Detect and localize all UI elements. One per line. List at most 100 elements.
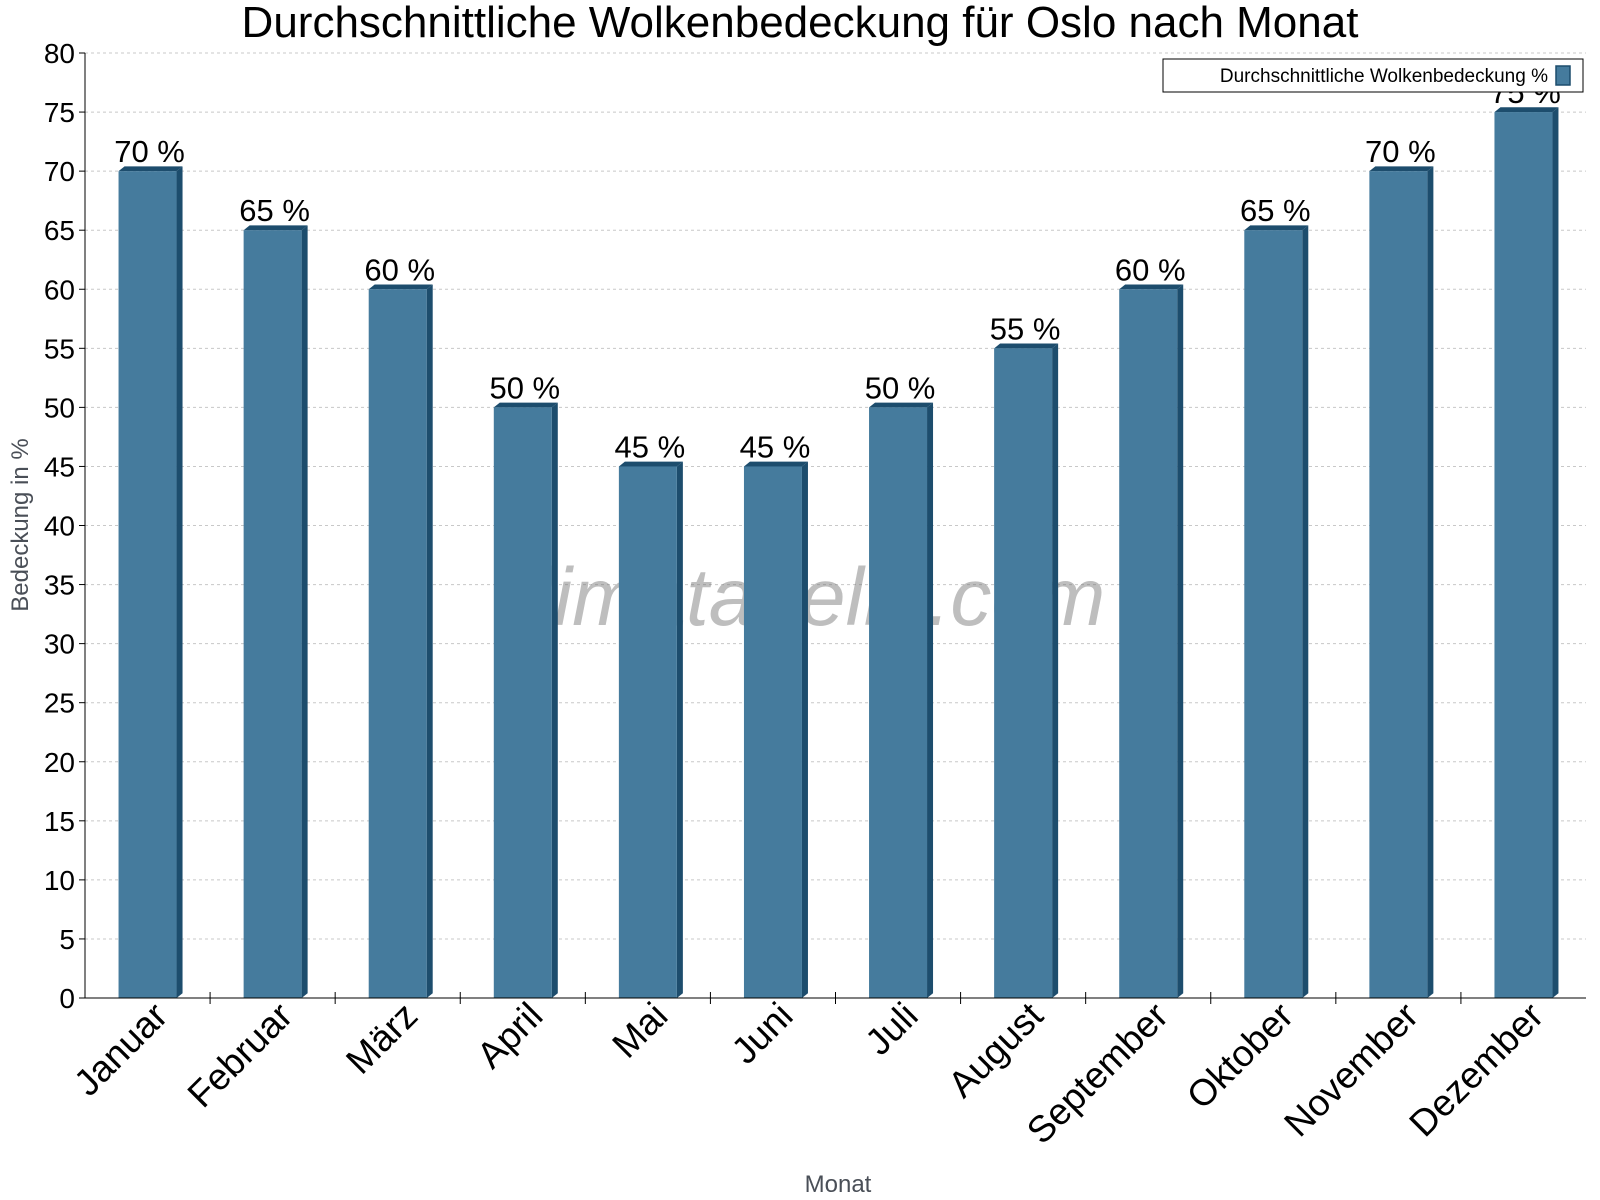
y-tick-label: 55: [44, 333, 75, 364]
bar-side: [1552, 107, 1559, 998]
bar-top: [118, 166, 183, 172]
bar-side: [1177, 284, 1184, 998]
legend-label: Durchschnittliche Wolkenbedeckung %: [1220, 66, 1548, 87]
data-label: 60 %: [364, 252, 435, 287]
bar-front: [618, 466, 677, 998]
x-tick-label: Februar: [180, 995, 301, 1116]
bar-side: [1302, 225, 1309, 998]
y-tick-label: 40: [44, 511, 75, 542]
legend-swatch: [1555, 65, 1571, 86]
y-tick-label: 10: [44, 865, 75, 896]
bar-top: [243, 225, 308, 231]
bar-side: [927, 402, 934, 998]
bar-top: [1494, 107, 1559, 113]
bar-top: [493, 402, 558, 408]
legend: Durchschnittliche Wolkenbedeckung %: [1162, 58, 1584, 93]
bar-top: [994, 343, 1059, 349]
bar-9: [1119, 284, 1184, 998]
y-tick-label: 20: [44, 747, 75, 778]
data-label: 65 %: [1240, 193, 1311, 228]
y-tick-label: 50: [44, 392, 75, 423]
y-tick-label: 5: [59, 924, 75, 955]
y-tick-label: 30: [44, 629, 75, 660]
data-label: 45 %: [740, 429, 811, 464]
bar-11: [1369, 166, 1434, 998]
x-tick-label: August: [940, 994, 1051, 1105]
bar-front: [743, 466, 802, 998]
bar-4: [493, 402, 558, 998]
bar-side: [801, 461, 808, 998]
data-label: 60 %: [1115, 252, 1186, 287]
bar-side: [1427, 166, 1434, 998]
bar-2: [243, 225, 308, 998]
bar-front: [1369, 171, 1428, 998]
bar-top: [1119, 284, 1184, 290]
bar-top: [1369, 166, 1434, 172]
bar-front: [1119, 289, 1178, 998]
y-tick-label: 70: [44, 156, 75, 187]
bar-top: [618, 461, 683, 467]
x-tick-label: Mai: [604, 995, 675, 1066]
axes-group: [79, 52, 1586, 1004]
bar-side: [1052, 343, 1059, 998]
y-tick-label: 60: [44, 274, 75, 305]
y-tick-label: 35: [44, 570, 75, 601]
bar-front: [869, 407, 928, 998]
bar-top: [869, 402, 934, 408]
grid-lines: [85, 52, 1586, 940]
y-tick-label: 80: [44, 38, 75, 69]
bar-front: [243, 230, 302, 998]
bar-6: [743, 461, 808, 998]
bar-top: [368, 284, 433, 290]
bar-front: [368, 289, 427, 998]
bar-7: [869, 402, 934, 998]
bar-3: [368, 284, 433, 998]
data-label: 45 %: [615, 429, 686, 464]
x-tick-label: Oktober: [1179, 995, 1301, 1117]
x-tick-label: Juli: [857, 995, 925, 1063]
bar-side: [676, 461, 683, 998]
y-tick-label: 25: [44, 688, 75, 719]
bar-front: [1244, 230, 1303, 998]
x-tick-labels: Januar Februar März April Mai Juni Juli AugustS…: [66, 994, 1551, 1151]
y-axis-label: Bedeckung in %: [7, 438, 34, 611]
bar-side: [551, 402, 558, 998]
data-label: 70 %: [114, 134, 185, 169]
bar-front: [994, 348, 1053, 998]
x-tick-label: Dezember: [1401, 995, 1551, 1145]
bar-10: [1244, 225, 1309, 998]
bar-1: [118, 166, 183, 998]
data-label: 65 %: [239, 193, 310, 228]
bar-front: [1494, 112, 1553, 998]
y-tick-label: 0: [59, 983, 75, 1014]
data-label: 50 %: [489, 370, 560, 405]
y-tick-label: 15: [44, 806, 75, 837]
x-tick-label: Januar: [66, 995, 175, 1104]
x-tick-label: April: [469, 995, 550, 1076]
y-tick-label: 45: [44, 451, 75, 482]
bar-top: [1244, 225, 1309, 231]
x-axis-label: Monat: [805, 1171, 872, 1198]
data-label: 55 %: [990, 311, 1061, 346]
data-label: 50 %: [865, 370, 936, 405]
chart-title: Durchschnittliche Wolkenbedeckung für Os…: [242, 0, 1359, 47]
x-tick-label: März: [338, 995, 425, 1082]
y-tick-labels: 0 5 10 15 20 25 30 35 40 45 50 55 60 65 70 75 80: [44, 38, 75, 1014]
bar-side: [301, 225, 308, 998]
bar-top: [743, 461, 808, 467]
bars-group: 70 % 65 % 60 % 50 % 45 % 45 % 50 % 55 % 60 % 65 %…: [114, 75, 1561, 998]
bar-side: [176, 166, 183, 998]
bar-side: [426, 284, 433, 998]
data-label: 70 %: [1365, 134, 1436, 169]
bar-12: [1494, 107, 1559, 998]
x-tick-label: Juni: [724, 995, 801, 1072]
y-tick-label: 65: [44, 215, 75, 246]
x-tick-label: November: [1276, 995, 1426, 1145]
bar-front: [493, 407, 552, 998]
legend-box: [1162, 58, 1584, 93]
bar-front: [118, 171, 177, 998]
y-tick-label: 75: [44, 97, 75, 128]
bar-5: [618, 461, 683, 998]
bar-8: [994, 343, 1059, 998]
